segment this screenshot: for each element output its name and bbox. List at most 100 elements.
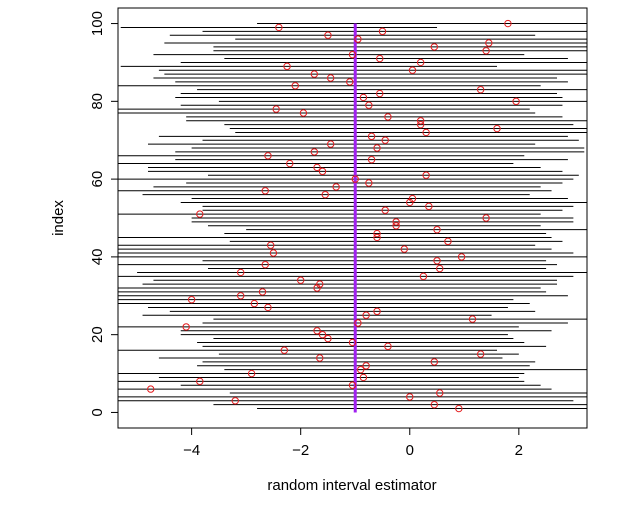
estimate-point-36 bbox=[237, 268, 245, 277]
interval-lines bbox=[118, 23, 587, 410]
estimate-point-55 bbox=[408, 194, 417, 203]
estimate-point-91 bbox=[376, 54, 384, 63]
estimate-point-30 bbox=[237, 292, 245, 300]
estimate-point-62 bbox=[318, 167, 327, 176]
estimate-point-73 bbox=[493, 124, 501, 133]
x-tick-label: 0 bbox=[406, 442, 414, 459]
estimate-point-14 bbox=[316, 354, 324, 362]
estimate-point-93 bbox=[482, 47, 490, 55]
estimate-point-53 bbox=[425, 202, 433, 211]
estimate-point-9 bbox=[359, 373, 368, 382]
estimate-point-41 bbox=[269, 249, 278, 257]
estimate-point-28 bbox=[250, 299, 259, 308]
estimate-point-13 bbox=[430, 358, 439, 366]
estimate-point-22 bbox=[182, 323, 190, 331]
estimate-point-56 bbox=[321, 190, 329, 199]
x-tick-label: −2 bbox=[292, 442, 309, 459]
estimate-point-92 bbox=[348, 50, 357, 59]
estimate-point-23 bbox=[354, 319, 362, 327]
estimate-point-31 bbox=[258, 288, 267, 296]
estimate-point-79 bbox=[365, 101, 373, 109]
estimate-point-59 bbox=[365, 179, 373, 187]
estimate-point-7 bbox=[348, 381, 357, 389]
x-axis: −4 −2 0 2 bbox=[183, 427, 523, 459]
estimate-point-52 bbox=[381, 206, 389, 214]
estimate-point-67 bbox=[310, 148, 319, 156]
estimate-point-34 bbox=[296, 276, 305, 284]
estimate-point-69 bbox=[326, 140, 335, 148]
estimate-point-19 bbox=[324, 334, 332, 343]
estimate-point-6 bbox=[147, 385, 155, 393]
estimate-point-68 bbox=[373, 144, 381, 152]
estimate-point-38 bbox=[261, 260, 269, 269]
estimate-points bbox=[147, 19, 520, 413]
y-tick-label: 0 bbox=[89, 408, 106, 416]
estimate-point-40 bbox=[457, 253, 466, 261]
estimate-point-86 bbox=[326, 74, 335, 82]
estimate-point-39 bbox=[433, 257, 441, 265]
estimate-point-51 bbox=[196, 210, 204, 218]
x-tick-label: 2 bbox=[515, 442, 523, 459]
estimate-point-60 bbox=[351, 175, 359, 183]
estimate-point-21 bbox=[313, 327, 321, 335]
estimate-point-78 bbox=[272, 105, 280, 113]
estimate-point-33 bbox=[316, 280, 324, 288]
estimate-point-26 bbox=[373, 307, 381, 316]
estimate-point-88 bbox=[408, 66, 417, 74]
estimate-point-45 bbox=[373, 233, 381, 242]
estimate-point-65 bbox=[367, 155, 376, 164]
estimate-point-12 bbox=[362, 362, 370, 370]
estimate-point-25 bbox=[362, 311, 370, 319]
estimate-point-35 bbox=[419, 272, 428, 281]
estimate-point-37 bbox=[436, 264, 444, 273]
estimate-point-70 bbox=[381, 136, 389, 144]
estimate-point-77 bbox=[299, 109, 308, 117]
y-tick-label: 60 bbox=[89, 171, 106, 188]
x-axis-label: random interval estimator bbox=[267, 477, 436, 494]
estimate-point-29 bbox=[187, 295, 196, 304]
estimate-point-82 bbox=[376, 89, 384, 98]
estimate-point-5 bbox=[436, 389, 444, 397]
estimate-point-49 bbox=[392, 218, 400, 226]
estimate-point-87 bbox=[310, 70, 319, 78]
estimate-point-27 bbox=[264, 303, 272, 312]
estimate-point-98 bbox=[378, 27, 387, 36]
estimate-point-46 bbox=[373, 229, 381, 238]
estimate-point-2 bbox=[430, 400, 439, 409]
estimate-point-83 bbox=[476, 85, 485, 94]
estimate-point-47 bbox=[433, 225, 441, 234]
estimate-point-89 bbox=[283, 62, 291, 71]
estimate-point-75 bbox=[416, 117, 425, 125]
estimate-point-43 bbox=[266, 241, 275, 249]
estimate-point-15 bbox=[476, 350, 485, 358]
y-tick-label: 100 bbox=[89, 11, 106, 36]
estimate-point-97 bbox=[324, 31, 332, 39]
estimate-point-57 bbox=[261, 187, 269, 195]
estimate-point-90 bbox=[416, 58, 425, 67]
estimate-point-80 bbox=[512, 97, 520, 106]
y-tick-label: 40 bbox=[89, 249, 106, 266]
estimate-point-16 bbox=[280, 346, 289, 354]
y-axis-label: index bbox=[50, 200, 67, 236]
estimate-point-81 bbox=[359, 93, 368, 102]
estimate-point-18 bbox=[348, 338, 357, 347]
estimate-point-76 bbox=[384, 113, 392, 121]
estimate-point-3 bbox=[231, 397, 239, 405]
estimate-point-99 bbox=[275, 23, 283, 32]
estimate-point-8 bbox=[196, 377, 204, 386]
estimate-point-85 bbox=[346, 78, 354, 86]
estimate-point-50 bbox=[482, 214, 490, 222]
estimate-point-10 bbox=[247, 369, 256, 378]
estimate-point-17 bbox=[384, 342, 392, 351]
x-tick-label: −4 bbox=[183, 442, 200, 459]
estimate-point-63 bbox=[313, 163, 321, 172]
estimate-point-58 bbox=[332, 183, 340, 191]
estimate-point-84 bbox=[291, 82, 299, 90]
estimate-point-20 bbox=[318, 330, 327, 339]
estimate-point-74 bbox=[416, 120, 425, 129]
y-tick-label: 80 bbox=[89, 93, 106, 110]
estimate-point-42 bbox=[400, 245, 409, 253]
estimate-point-94 bbox=[430, 43, 439, 51]
estimate-point-64 bbox=[286, 159, 294, 168]
